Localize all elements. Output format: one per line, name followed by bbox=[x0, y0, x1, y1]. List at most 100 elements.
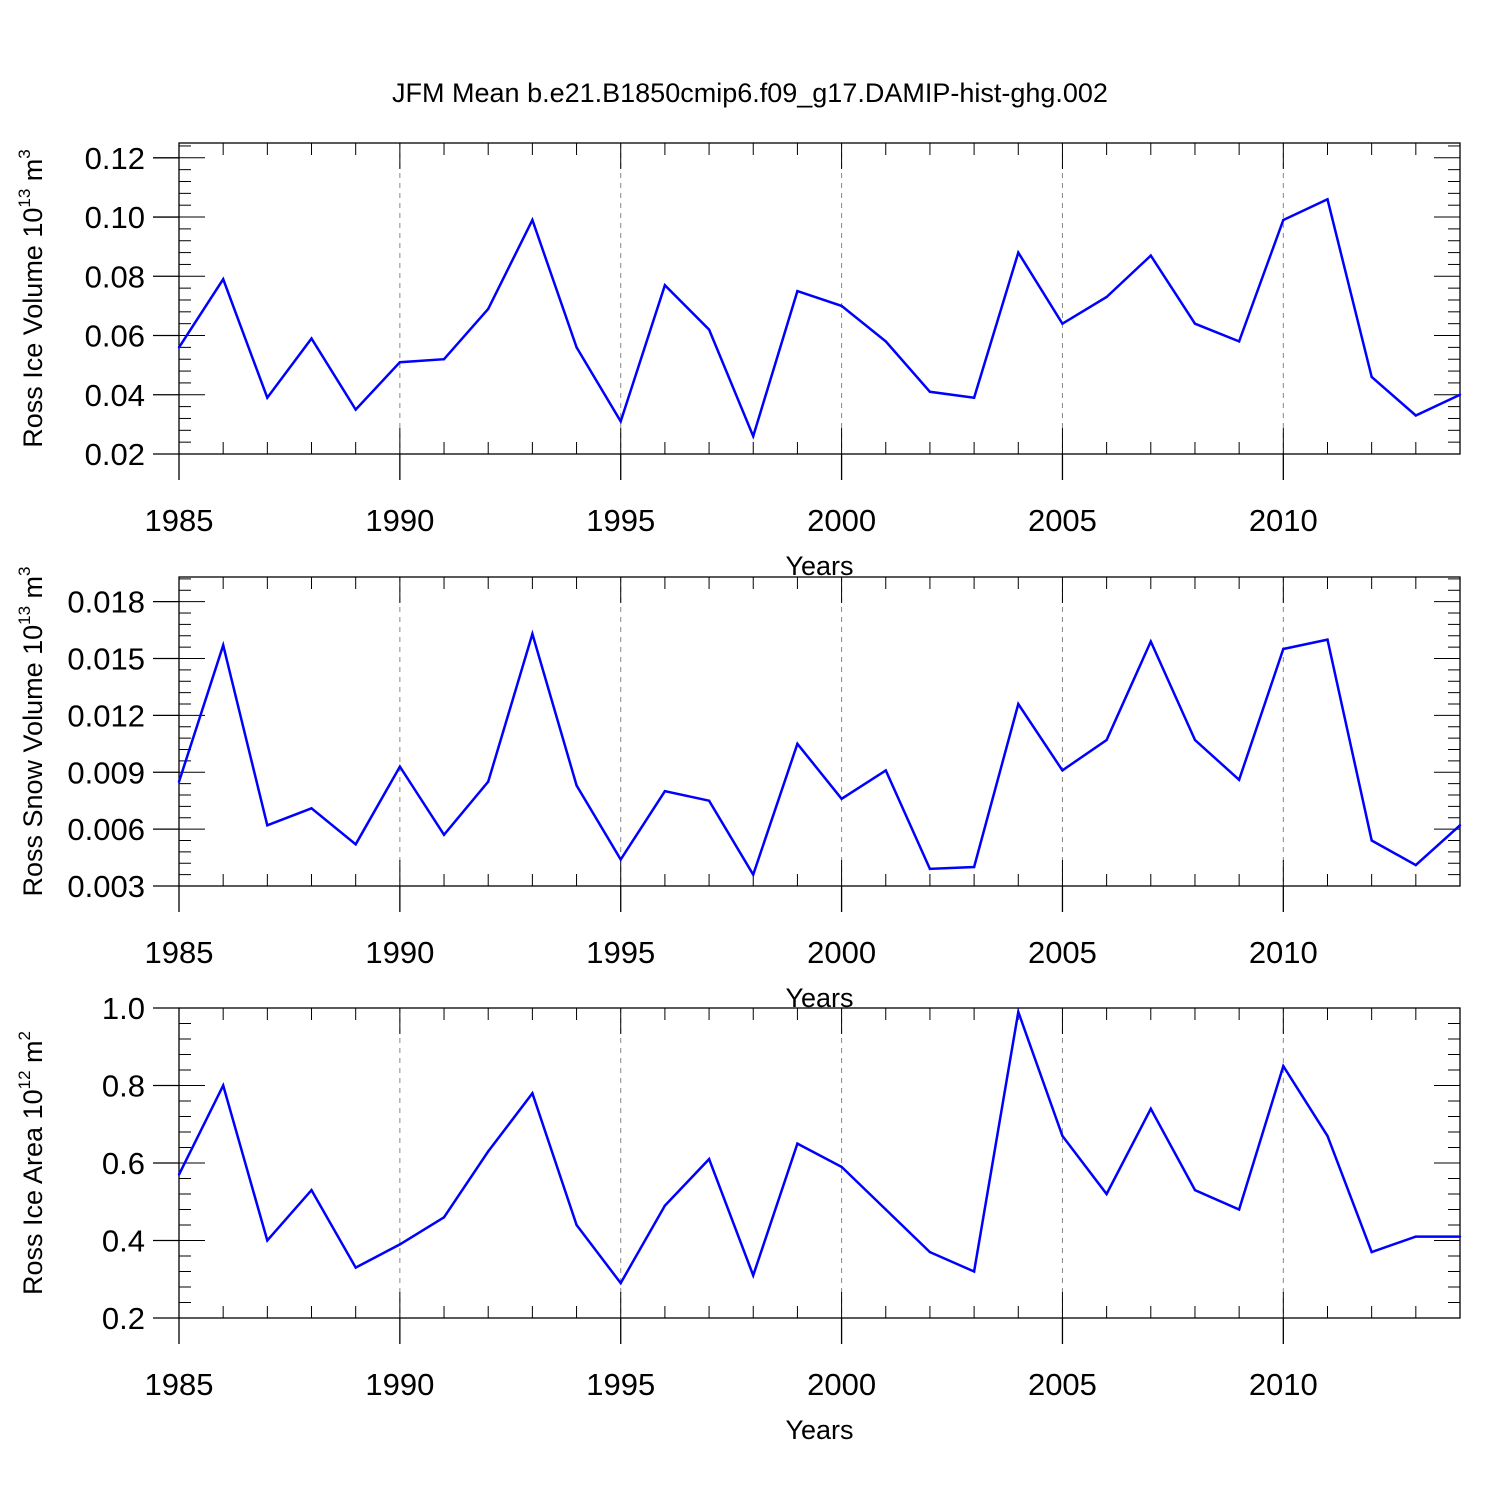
panel-1-y-tick-label: 0.06 bbox=[85, 319, 145, 354]
panel-2-data-point bbox=[1061, 769, 1064, 772]
y-axis-label-superscript: 3 bbox=[15, 149, 34, 158]
panel-2-data-point bbox=[1149, 640, 1152, 643]
panel-1-data-point bbox=[1370, 375, 1373, 379]
panel-2-data-point bbox=[884, 769, 887, 772]
panel-1-y-tick-label: 0.08 bbox=[85, 259, 145, 294]
y-axis-label-superscript: 2 bbox=[15, 1031, 34, 1040]
panel-1-data-point bbox=[707, 328, 711, 331]
panel-2-series-line bbox=[177, 629, 1461, 878]
panel-3-data-point bbox=[575, 1223, 578, 1227]
panel-2-x-tick-label: 1990 bbox=[365, 935, 434, 970]
panel-3-data-point bbox=[1017, 1010, 1020, 1014]
y-axis-label-superscript: 12 bbox=[15, 1070, 34, 1089]
panel-3-data-point bbox=[707, 1157, 711, 1161]
panel-2-data-point bbox=[575, 784, 578, 787]
panel-2-data-point bbox=[1370, 839, 1373, 842]
panel-3-data-point bbox=[531, 1092, 534, 1095]
panel-2-data-point bbox=[1193, 738, 1197, 742]
panel-3-x-tick-label: 2000 bbox=[807, 1367, 876, 1402]
panel-3-y-tick-label: 0.4 bbox=[102, 1224, 145, 1259]
panel-1-data-point bbox=[1326, 198, 1329, 201]
panel-2-data-point bbox=[398, 765, 402, 768]
panel-2-plot-frame bbox=[178, 576, 1461, 887]
panel-3-data-point bbox=[1149, 1107, 1152, 1110]
panel-3-data-point bbox=[177, 1173, 181, 1176]
panel-1-data-point bbox=[1414, 414, 1418, 417]
panel-2-y-tick-label: 0.003 bbox=[67, 869, 145, 904]
panel-1-data-point bbox=[928, 390, 932, 393]
panel-1-data-point bbox=[1193, 322, 1197, 325]
panel-1-data-point bbox=[266, 396, 269, 399]
panel-1-data-point bbox=[1105, 295, 1108, 299]
panel-3-data-point bbox=[1193, 1188, 1197, 1192]
panel-2-y-tick-label: 0.015 bbox=[67, 642, 145, 677]
panel-1-data-point bbox=[1237, 340, 1241, 343]
panel-1-data-point bbox=[1017, 251, 1020, 254]
panel-3-x-tick-label: 2005 bbox=[1028, 1367, 1097, 1402]
panel-3-data-point bbox=[487, 1150, 490, 1153]
panel-3-data-point bbox=[1061, 1134, 1064, 1138]
panel-1-data-point bbox=[884, 340, 887, 343]
panel-1-data-point bbox=[752, 435, 755, 438]
panel-2-data-point bbox=[266, 824, 269, 827]
panel-3-plot-frame bbox=[178, 1007, 1461, 1319]
panel-2-data-point bbox=[531, 632, 534, 636]
panel-3-x-axis-label: Years bbox=[785, 1415, 853, 1445]
panel-2-data-point bbox=[1414, 863, 1418, 867]
panel-1-data-point bbox=[487, 307, 490, 311]
panel-2-x-tick-label: 2000 bbox=[807, 935, 876, 970]
panel-2-x-tick-label: 2010 bbox=[1249, 935, 1318, 970]
panel-2-data-point bbox=[752, 873, 755, 876]
panel-2-data-point bbox=[928, 867, 932, 871]
panel-2-data-point bbox=[663, 790, 667, 793]
panel-3-data-point bbox=[398, 1243, 402, 1246]
panel-3-data-point bbox=[310, 1188, 313, 1192]
panel-1-x-tick-label: 2005 bbox=[1028, 503, 1097, 538]
panel-3-y-tick-label: 0.2 bbox=[102, 1301, 145, 1336]
panel-2-data-point bbox=[1237, 778, 1241, 782]
panel-3-data-point bbox=[266, 1239, 269, 1242]
panel-3-data-point bbox=[1458, 1235, 1462, 1238]
panel-1-x-axis-label: Years bbox=[785, 551, 853, 581]
panel-3-y-tick-label: 0.8 bbox=[102, 1069, 145, 1104]
panel-1-data-point bbox=[531, 218, 534, 222]
panel-2-data-point bbox=[442, 833, 446, 837]
panel-2-y-axis-label: Ross Snow Volume 1013 m3 bbox=[15, 566, 48, 896]
panel-3-data-point bbox=[442, 1216, 446, 1219]
panel-3-y-axis-label: Ross Ice Area 1012 m2 bbox=[15, 1031, 48, 1295]
y-axis-label-text: Ross Ice Area 10 bbox=[18, 1089, 48, 1295]
panel-3-y-tick-label: 1.0 bbox=[102, 991, 145, 1026]
panel-1-y-tick-label: 0.04 bbox=[85, 378, 145, 413]
panel-1-data-point bbox=[1149, 254, 1152, 257]
panel-3-data-point bbox=[221, 1084, 225, 1087]
panel-1-data-point bbox=[1061, 322, 1064, 325]
panel-2-data-point bbox=[177, 780, 181, 783]
panel-1-data-point bbox=[354, 408, 357, 411]
panel-3-data-point bbox=[972, 1270, 976, 1273]
panel-1-y-tick-label: 0.10 bbox=[85, 200, 145, 235]
panel-2-data-point bbox=[707, 799, 711, 802]
panel-1-data-point bbox=[619, 420, 622, 423]
panel-3-data-point bbox=[1414, 1235, 1418, 1238]
panel-3-data-point bbox=[619, 1281, 622, 1285]
panel-1-data-point bbox=[1282, 218, 1285, 222]
panel-3-data-point bbox=[752, 1274, 755, 1277]
panel-3-data-point bbox=[1370, 1250, 1373, 1254]
panel-2-y-tick-label: 0.018 bbox=[67, 585, 145, 620]
panel-3-data-point bbox=[1105, 1192, 1108, 1196]
panel-3-data-point bbox=[1282, 1064, 1285, 1068]
panel-1-x-tick-label: 1995 bbox=[586, 503, 655, 538]
panel-3-data-point bbox=[796, 1142, 799, 1145]
panel-2-y-tick-label: 0.009 bbox=[67, 755, 145, 790]
panel-1-data-point bbox=[177, 346, 181, 349]
panel-2-data-point bbox=[1017, 702, 1020, 706]
panel-2-data-point bbox=[796, 742, 799, 746]
panel-2-data-point bbox=[1458, 824, 1462, 827]
panel-3-data-point bbox=[884, 1208, 887, 1211]
panel-1-data-point bbox=[221, 278, 225, 281]
y-axis-label-text: Ross Ice Volume 10 bbox=[18, 208, 48, 448]
panel-3-x-tick-label: 2010 bbox=[1249, 1367, 1318, 1402]
panel-1-data-point bbox=[972, 396, 976, 399]
panel-2-data-point bbox=[1105, 738, 1108, 742]
